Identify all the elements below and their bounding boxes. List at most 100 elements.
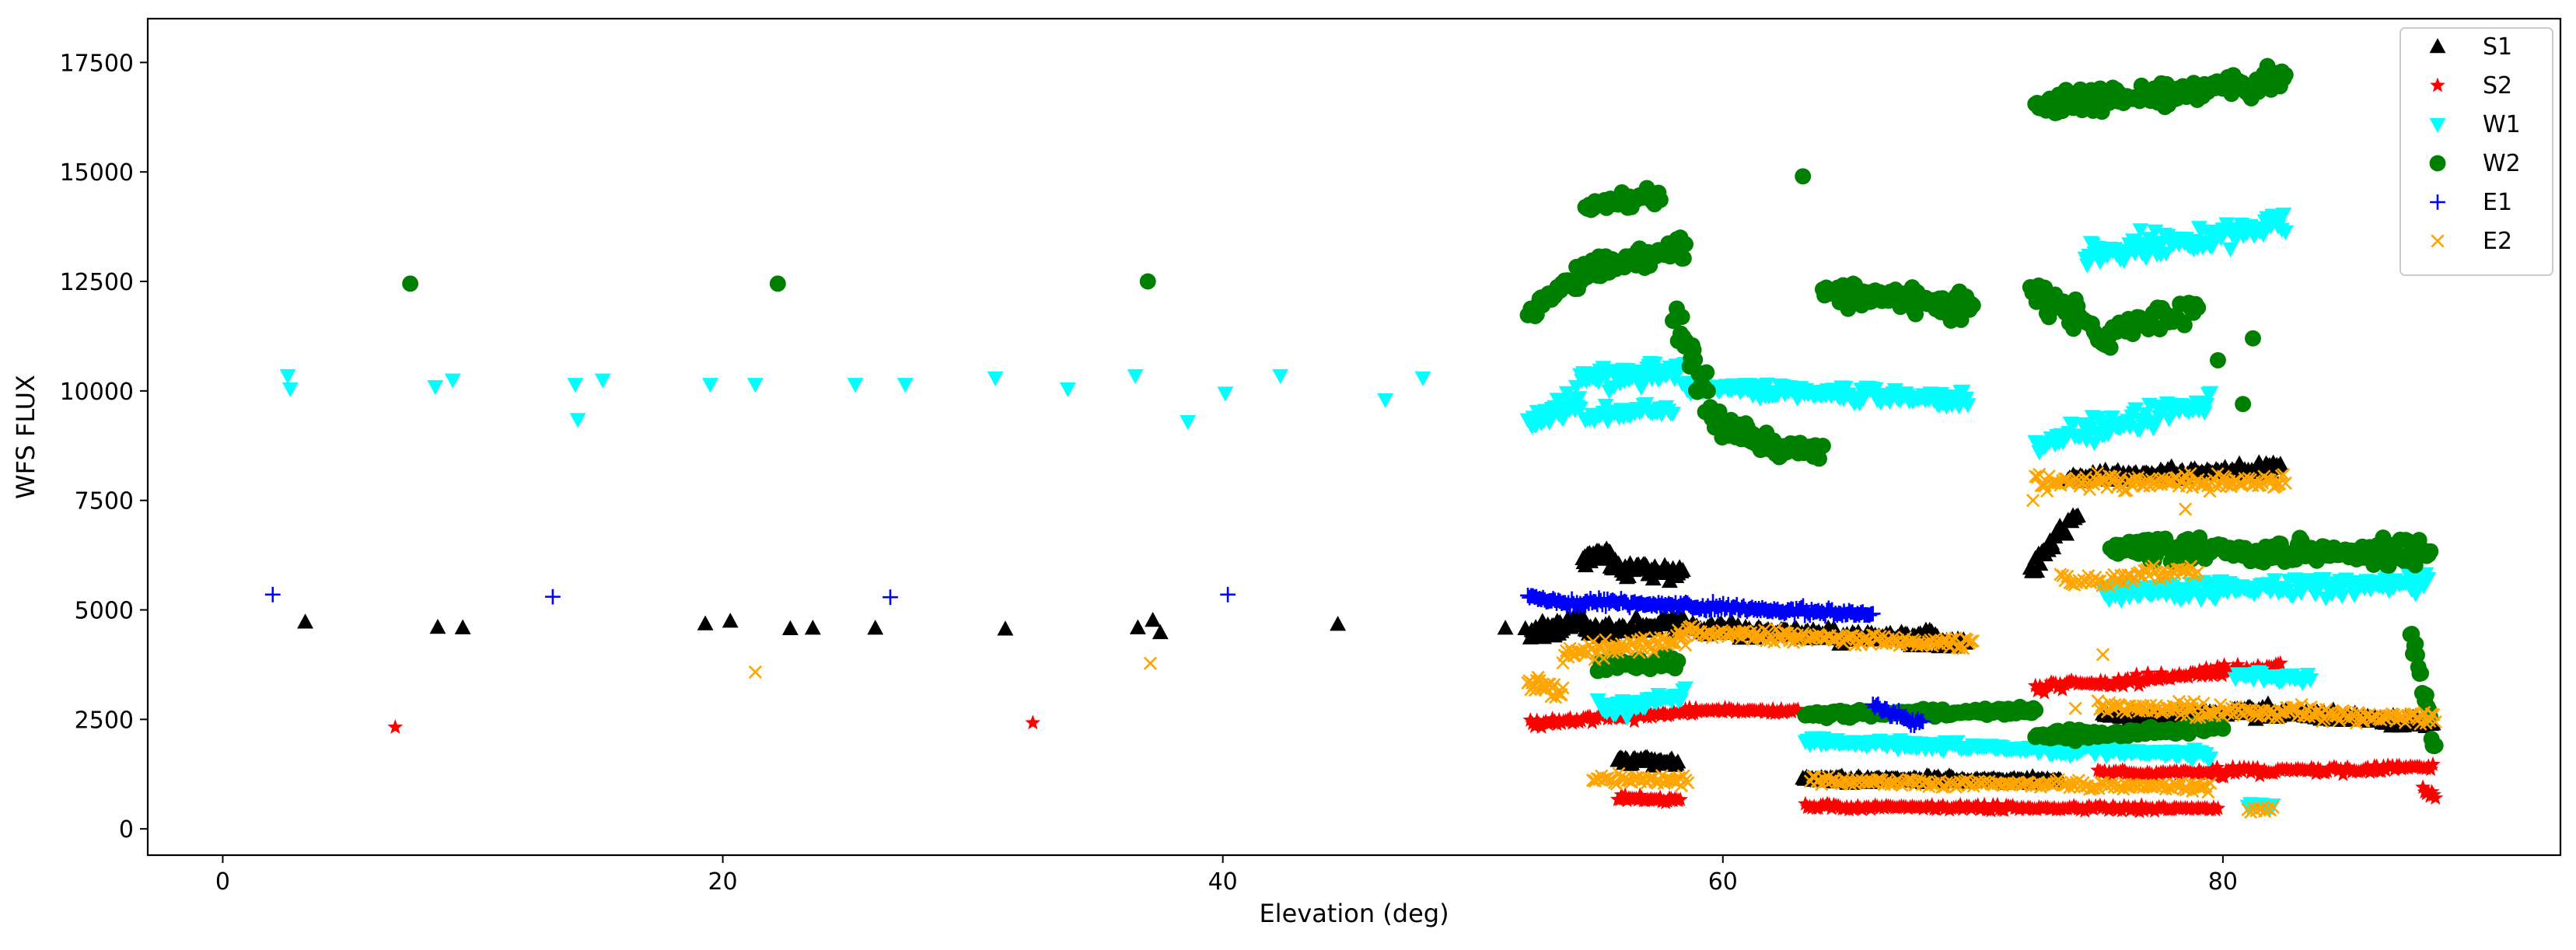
series-e1 [264,586,1931,733]
data-point [1596,651,1611,665]
legend-marker [2429,117,2446,133]
data-point [1180,415,1197,431]
data-point [1582,708,1598,724]
y-tick-label: 17500 [60,50,134,77]
data-point [746,378,764,393]
data-point [2110,671,2127,686]
data-point [1145,612,1162,627]
data-point [1669,753,1686,769]
data-point [1875,774,1889,788]
data-point [1152,623,1169,640]
data-point [567,378,584,393]
data-point [2214,720,2232,737]
legend-item-s2: S2 [2430,72,2512,100]
data-point [2184,763,2200,778]
data-point [2360,760,2376,774]
data-point [2112,800,2128,816]
data-point [1059,382,1076,398]
data-point [997,620,1014,636]
data-point [2374,713,2388,727]
data-point [2218,661,2235,676]
data-point [2204,777,2218,791]
x-tick-label: 0 [215,868,230,896]
legend-label: W1 [2483,111,2521,138]
data-point [2428,715,2442,729]
data-point [2427,790,2444,805]
y-tick-label: 10000 [60,379,134,406]
data-point [2086,436,2103,452]
data-point [2113,675,2129,690]
data-point [2099,676,2116,690]
legend-label: S2 [2483,72,2512,100]
data-point [1669,653,1686,669]
data-point [2207,769,2223,784]
y-tick-label: 2500 [75,707,134,734]
legend-item-e2: E2 [2431,228,2512,255]
data-point [769,275,786,292]
data-point [2263,704,2277,718]
data-point [1652,191,1669,208]
data-point [2097,673,2113,689]
data-point [2420,758,2437,774]
data-point [1677,681,1694,697]
data-point [2168,471,2182,485]
data-point [2211,763,2228,779]
data-point [2293,585,2310,602]
data-point [1541,415,1558,431]
data-point [1531,670,1545,684]
data-point [2278,476,2292,491]
data-point [2239,659,2255,675]
data-point [2105,798,2121,813]
data-point [1531,715,1547,731]
data-point [1497,620,1514,635]
series-e2 [748,466,2442,819]
data-point [2133,565,2147,579]
data-point [1634,790,1650,805]
data-point [2025,494,2040,508]
data-point [2196,405,2213,421]
legend-label: E2 [2483,228,2512,255]
data-point [1547,713,1563,728]
data-point [2203,662,2219,677]
data-point [867,620,884,635]
data-point [2116,763,2133,778]
data-point [429,619,446,634]
legend-frame [2399,27,2553,276]
data-point [1534,681,1548,695]
series-s2 [387,655,2444,819]
data-point [1220,586,1236,602]
data-point [1935,797,1951,812]
data-point [264,586,281,602]
data-point [2032,555,2049,571]
data-point [1798,795,1813,811]
data-point [1915,714,1931,730]
data-point [2249,760,2266,775]
data-point [2128,666,2144,682]
data-point [1272,368,1289,385]
data-point [1626,713,1642,728]
data-point [2272,655,2288,670]
data-point [1575,608,1592,623]
data-point [2277,225,2294,241]
data-point [2190,299,2207,316]
data-point [2413,665,2430,682]
data-point [897,378,914,393]
data-point [2427,737,2444,754]
data-point [1642,772,1656,786]
data-point [1572,401,1589,417]
data-point [2204,239,2221,255]
data-point [427,379,444,396]
data-point [2209,759,2225,774]
data-point [1143,656,1158,670]
data-point [2078,258,2095,274]
data-point [1854,392,1872,407]
data-point [1674,561,1691,578]
data-point [2245,330,2261,347]
legend-label: S1 [2483,33,2512,61]
data-point [2207,592,2224,607]
data-point [2102,579,2116,593]
data-point [2426,787,2441,802]
data-point [279,368,296,385]
